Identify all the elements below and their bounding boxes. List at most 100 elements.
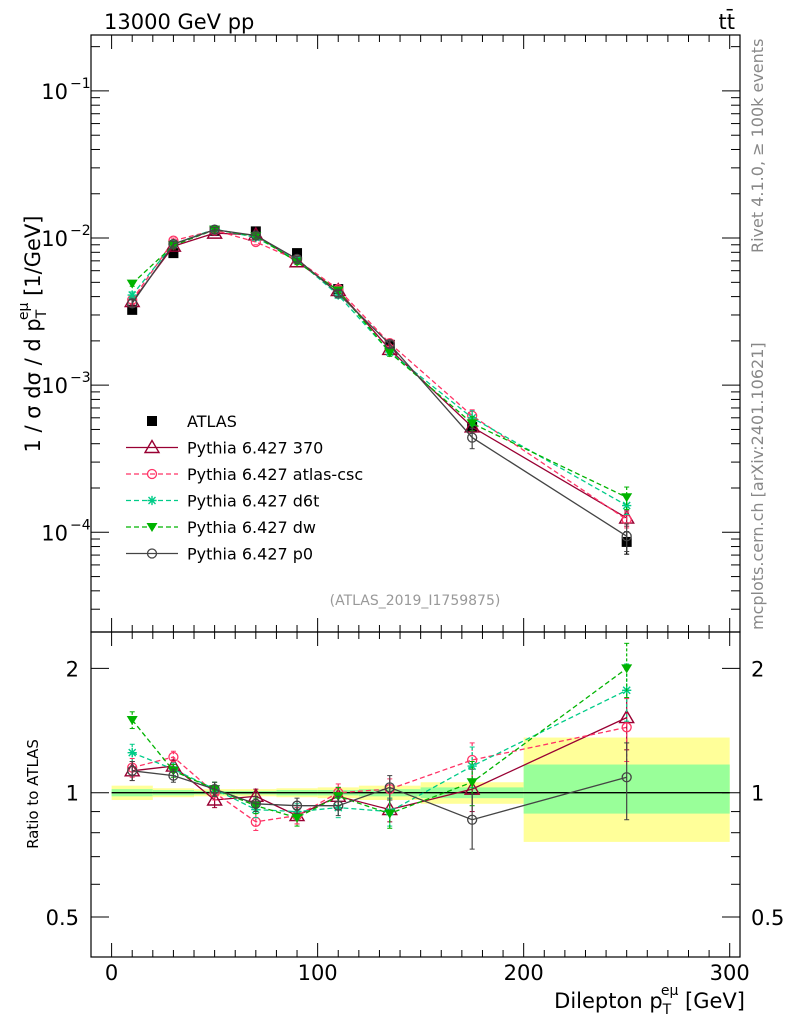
ratio-y-tick-label-right: 1 <box>751 782 764 806</box>
x-axis-label: Dilepton pTeμ [GeV] <box>554 983 745 1018</box>
point-data <box>168 248 179 259</box>
series-p0 <box>127 742 632 850</box>
point-p0 <box>467 814 478 825</box>
point-p0 <box>209 224 220 235</box>
point-dw <box>291 813 303 823</box>
ratio-y-tick-label-right: 0.5 <box>751 906 784 930</box>
point-p0 <box>168 770 179 781</box>
rivet-label: Rivet 4.1.0, ≥ 100k events <box>748 39 767 253</box>
point-p0 <box>291 800 303 811</box>
legend-marker-atlas_csc <box>146 468 158 480</box>
x-tick-label: 200 <box>504 961 544 985</box>
point-d6t <box>127 748 137 758</box>
point-dw <box>466 778 478 788</box>
ratio-panel: 2 2 1 1 0.5 0.5 0 100 200 300 Ratio to ATLAS Dile… <box>24 631 784 1018</box>
x-tick-label: 100 <box>298 961 338 985</box>
main-panel: 10−110−210−310−4 (ATLAS_2019_I1759875) A… <box>16 34 741 633</box>
main-y-tick-label: 10 <box>41 521 68 545</box>
x-axis-label-sup: eμ <box>661 983 679 999</box>
legend-entry-d6t: Pythia 6.427 d6t <box>126 492 319 511</box>
point-p0 <box>384 339 395 350</box>
point-p0 <box>127 298 138 309</box>
main-y-tick-exponent: −2 <box>70 223 91 239</box>
point-dw <box>126 279 138 289</box>
series-p0 <box>127 224 632 553</box>
series-line-dw <box>131 229 627 498</box>
point-p370 <box>206 791 223 806</box>
energy-label: 13000 GeV pp <box>104 10 254 34</box>
main-plot-area <box>123 224 635 555</box>
main-y-axis-label: 1 / σ dσ / d pTeμ [1/GeV] <box>16 216 50 453</box>
ratio-y-axis-label: Ratio to ATLAS <box>24 739 42 849</box>
point-p0 <box>250 230 261 241</box>
point-p0 <box>333 288 344 299</box>
main-y-axis-label-unit: [1/GeV] <box>21 216 45 303</box>
main-axes: 10−110−210−310−4 <box>41 35 740 632</box>
main-y-axis-label-main: 1 / σ dσ / d p <box>21 318 45 452</box>
point-p0 <box>333 800 344 811</box>
legend-entry-p0: Pythia 6.427 p0 <box>126 545 313 564</box>
point-dw <box>621 493 633 503</box>
point-p0 <box>250 798 261 809</box>
analysis-tag: (ATLAS_2019_I1759875) <box>330 593 501 609</box>
legend-label-p370: Pythia 6.427 370 <box>187 439 323 458</box>
point-p0 <box>291 253 303 265</box>
point-p0 <box>127 765 138 776</box>
point-p0 <box>209 783 220 795</box>
main-y-tick-exponent: −4 <box>70 517 91 533</box>
x-axis-label-sub: T <box>662 1002 672 1018</box>
main-y-tick-exponent: −3 <box>70 370 91 386</box>
ratio-y-tick-label-right: 2 <box>751 657 764 681</box>
legend-label-dw: Pythia 6.427 dw <box>187 518 316 537</box>
main-panel-frame <box>90 34 741 633</box>
point-dw <box>384 809 396 819</box>
series-line-atlas_csc <box>132 726 627 823</box>
legend-marker-p370 <box>143 439 161 454</box>
legend-label-data: ATLAS <box>187 412 237 431</box>
main-y-tick-exponent: −1 <box>70 76 91 92</box>
x-axis-label-main: Dilepton p <box>554 989 663 1013</box>
legend-entry-atlas_csc: Pythia 6.427 atlas-csc <box>126 465 363 484</box>
ratio-panel-frame <box>90 631 741 958</box>
point-atlas_csc <box>168 751 179 763</box>
x-tick-label: 300 <box>710 961 750 985</box>
legend-label-d6t: Pythia 6.427 d6t <box>187 492 319 511</box>
series-line-p0 <box>131 229 628 537</box>
main-y-axis-label-sub: T <box>34 309 50 319</box>
legend: ATLAS Pythia 6.427 370 Pythia 6.427 atlas-… <box>126 412 363 564</box>
main-y-axis-label-sup: eμ <box>16 302 32 320</box>
point-dw <box>384 348 396 358</box>
point-p0 <box>621 772 632 783</box>
main-y-tick-label: 10 <box>41 227 68 251</box>
series-line-dw <box>131 667 628 819</box>
legend-marker-d6t <box>147 495 157 506</box>
point-dw <box>621 664 633 674</box>
legend-marker-data <box>147 416 157 426</box>
process-label: tt̄ <box>719 9 735 34</box>
legend-entry-p370: Pythia 6.427 370 <box>126 439 323 458</box>
point-p0 <box>384 782 395 793</box>
point-d6t <box>127 290 137 300</box>
legend-marker-dw <box>146 523 158 532</box>
point-data <box>127 304 138 315</box>
point-dw <box>126 715 138 725</box>
mcplots-label: mcplots.cern.ch [arXiv:2401.10621] <box>748 342 767 630</box>
point-data <box>292 248 303 259</box>
x-tick-label: 0 <box>105 961 118 985</box>
point-atlas_csc <box>621 722 632 733</box>
ratio-y-tick-label-left: 2 <box>66 657 79 681</box>
ratio-y-tick-label-left: 1 <box>66 782 79 806</box>
point-d6t <box>622 500 632 511</box>
point-p0 <box>467 432 478 443</box>
point-p0 <box>168 238 179 250</box>
main-y-tick-label: 10 <box>41 80 68 104</box>
legend-label-p0: Pythia 6.427 p0 <box>187 545 313 564</box>
ratio-axes: 2 2 1 1 0.5 0.5 0 100 200 300 <box>46 632 784 985</box>
x-axis-label-unit: [GeV] <box>678 989 745 1013</box>
legend-marker-p0 <box>146 548 158 559</box>
legend-entry-data: ATLAS <box>147 412 237 431</box>
main-y-tick-label: 10 <box>41 374 68 398</box>
point-d6t <box>467 761 477 771</box>
legend-label-atlas_csc: Pythia 6.427 atlas-csc <box>187 465 363 484</box>
